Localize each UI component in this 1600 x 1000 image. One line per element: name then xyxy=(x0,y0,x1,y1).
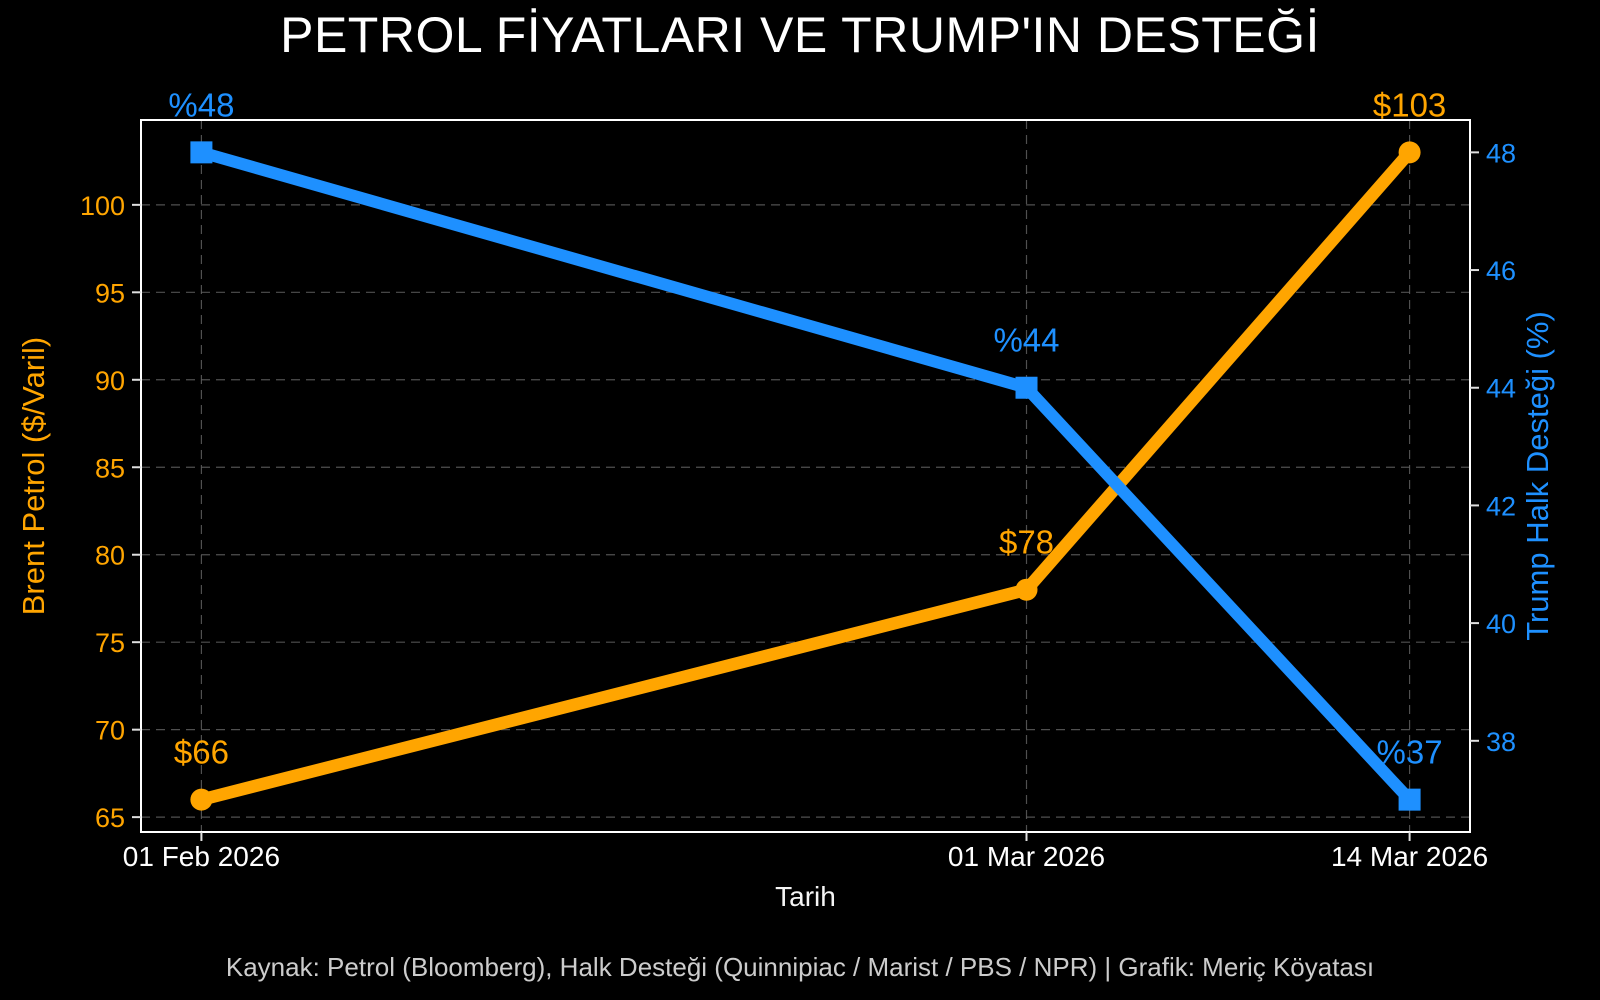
oil-value-label: $66 xyxy=(174,734,229,771)
right-tick-label: 38 xyxy=(1486,727,1516,757)
approval-line xyxy=(195,146,1416,806)
oil-point-marker xyxy=(1015,578,1038,601)
right-tick-label: 40 xyxy=(1486,609,1516,639)
x-axis-title: Tarih xyxy=(775,881,836,912)
left-tick-label: 95 xyxy=(95,278,125,308)
left-axis-title: Brent Petrol ($/Varil) xyxy=(16,336,51,616)
x-tick-label: 01 Feb 2026 xyxy=(123,841,280,872)
left-tick-label: 75 xyxy=(95,628,125,658)
oil-price-line xyxy=(195,146,1416,806)
approval-value-label: %44 xyxy=(993,322,1059,359)
right-tick-label: 42 xyxy=(1486,491,1516,521)
approval-value-label: %48 xyxy=(168,86,234,123)
x-tick-label: 01 Mar 2026 xyxy=(948,841,1105,872)
plot-border xyxy=(140,119,1471,833)
oil-point-marker xyxy=(1398,141,1421,164)
chart-title: PETROL FİYATLARI VE TRUMP'IN DESTEĞİ xyxy=(280,7,1320,63)
oil-point-marker xyxy=(190,788,213,811)
x-tick-label: 14 Mar 2026 xyxy=(1331,841,1488,872)
approval-point-marker xyxy=(1015,376,1038,399)
right-axis-title: Trump Halk Desteği (%) xyxy=(1520,311,1555,641)
source-caption: Kaynak: Petrol (Bloomberg), Halk Desteği… xyxy=(225,952,1375,982)
left-tick-label: 80 xyxy=(95,541,125,571)
left-tick-label: 65 xyxy=(95,803,125,833)
left-tick-label: 100 xyxy=(80,191,125,221)
left-tick-label: 70 xyxy=(95,716,125,746)
right-tick-label: 48 xyxy=(1486,138,1516,168)
right-tick-label: 46 xyxy=(1486,256,1516,286)
approval-value-label: %37 xyxy=(1377,734,1443,771)
approval-point-marker xyxy=(1398,788,1421,811)
left-tick-label: 90 xyxy=(95,366,125,396)
right-tick-label: 44 xyxy=(1486,374,1516,404)
left-tick-label: 85 xyxy=(95,453,125,483)
oil-value-label: $78 xyxy=(999,524,1054,561)
approval-point-marker xyxy=(190,141,213,164)
oil-value-label: $103 xyxy=(1373,86,1446,123)
